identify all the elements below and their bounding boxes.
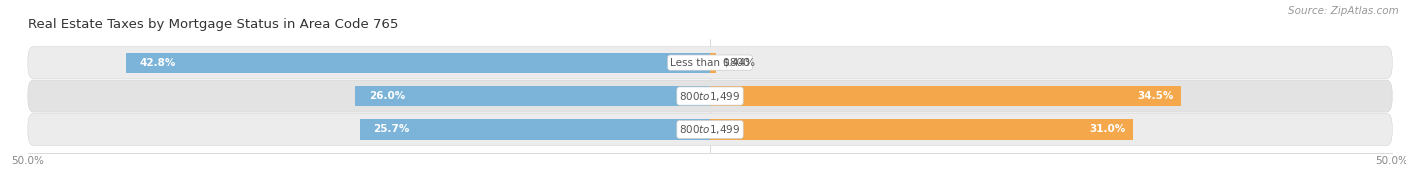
Bar [356,86,710,106]
Text: 26.0%: 26.0% [370,91,405,101]
FancyBboxPatch shape [28,113,1392,145]
Text: $800 to $1,499: $800 to $1,499 [679,123,741,136]
Bar [360,119,710,140]
Text: Less than $800: Less than $800 [671,58,749,68]
FancyBboxPatch shape [28,80,1392,112]
Text: 25.7%: 25.7% [373,124,409,134]
Text: $800 to $1,499: $800 to $1,499 [679,90,741,103]
Text: 31.0%: 31.0% [1090,124,1126,134]
FancyBboxPatch shape [28,47,1392,79]
Text: 0.44%: 0.44% [723,58,756,68]
Bar [710,53,716,73]
Text: Real Estate Taxes by Mortgage Status in Area Code 765: Real Estate Taxes by Mortgage Status in … [28,18,398,31]
Text: Source: ZipAtlas.com: Source: ZipAtlas.com [1288,6,1399,16]
Bar [710,86,1181,106]
Bar [127,53,710,73]
Text: 34.5%: 34.5% [1137,91,1174,101]
Text: 42.8%: 42.8% [141,58,176,68]
Bar [710,119,1133,140]
